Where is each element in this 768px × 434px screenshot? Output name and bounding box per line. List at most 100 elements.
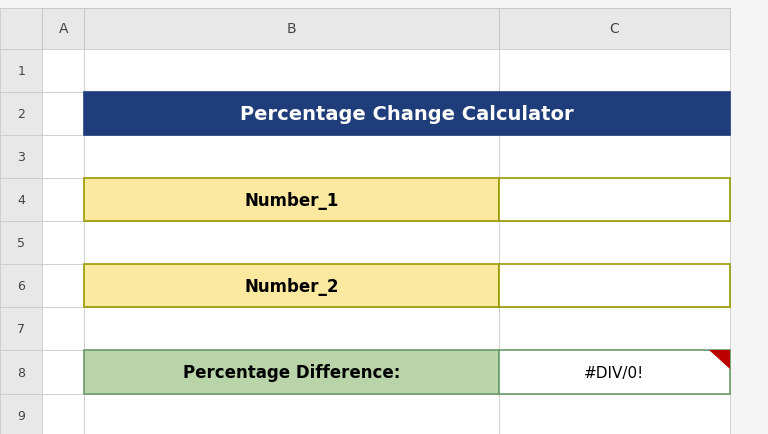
Bar (42, 265, 84, 308)
Bar (42, 308, 84, 351)
Bar (499, 93, 730, 136)
Bar (42, 9, 84, 50)
Bar (0, 394, 42, 434)
Bar (499, 394, 730, 434)
Bar (84, 50, 499, 93)
Bar (0, 265, 42, 308)
Bar (84, 308, 499, 351)
Bar (0, 9, 42, 50)
Bar (0, 50, 42, 93)
Bar (499, 394, 730, 434)
Bar (84, 93, 499, 136)
Bar (84, 394, 499, 434)
Bar (42, 93, 84, 136)
Bar (84, 179, 499, 222)
Bar (0, 308, 42, 351)
Bar (499, 50, 730, 93)
Bar (499, 9, 730, 50)
Bar (42, 93, 84, 136)
Bar (499, 136, 730, 179)
Bar (84, 93, 730, 136)
Bar (0, 179, 42, 222)
Bar (0, 351, 42, 394)
Bar (499, 265, 730, 308)
Bar (0, 136, 42, 179)
Bar (0, 222, 42, 265)
Bar (42, 351, 84, 394)
Bar (84, 265, 499, 308)
Bar (84, 9, 499, 50)
Bar (499, 351, 730, 394)
Bar (0, 93, 42, 136)
Text: 7: 7 (17, 323, 25, 335)
Bar (499, 179, 730, 222)
Text: 3: 3 (17, 151, 25, 164)
Bar (84, 136, 499, 179)
Text: 2: 2 (17, 108, 25, 121)
Bar (42, 351, 84, 394)
Bar (84, 9, 499, 50)
Bar (499, 308, 730, 351)
Bar (42, 222, 84, 265)
Bar (499, 136, 730, 179)
Bar (0, 93, 42, 136)
Bar (84, 265, 499, 308)
Bar (499, 351, 730, 394)
Bar (42, 136, 84, 179)
Bar (84, 351, 499, 394)
Text: Number_2: Number_2 (244, 277, 339, 295)
Bar (0, 308, 42, 351)
Text: B: B (287, 22, 296, 36)
Bar (499, 222, 730, 265)
Bar (499, 351, 730, 394)
Bar (84, 222, 499, 265)
Text: #DIV/0!: #DIV/0! (584, 365, 644, 380)
Text: Percentage Difference:: Percentage Difference: (183, 363, 401, 381)
Bar (84, 222, 499, 265)
Bar (84, 50, 499, 93)
Bar (499, 265, 730, 308)
Text: 4: 4 (17, 194, 25, 207)
Bar (0, 265, 42, 308)
Bar (499, 308, 730, 351)
Bar (0, 50, 42, 93)
Bar (0, 394, 42, 434)
Bar (0, 351, 42, 394)
Bar (42, 222, 84, 265)
Bar (84, 265, 499, 308)
Bar (499, 179, 730, 222)
Text: 5: 5 (17, 237, 25, 250)
Bar (499, 93, 730, 136)
Bar (42, 265, 84, 308)
Bar (42, 394, 84, 434)
Text: A: A (58, 22, 68, 36)
Polygon shape (709, 351, 730, 369)
Bar (42, 179, 84, 222)
Bar (84, 179, 499, 222)
Bar (84, 394, 499, 434)
Text: 6: 6 (17, 280, 25, 293)
Text: Percentage Change Calculator: Percentage Change Calculator (240, 105, 574, 124)
Text: 9: 9 (17, 409, 25, 421)
Bar (84, 308, 499, 351)
Bar (499, 50, 730, 93)
Bar (42, 50, 84, 93)
Bar (499, 179, 730, 222)
Text: Number_1: Number_1 (245, 191, 339, 209)
Bar (84, 136, 499, 179)
Bar (499, 222, 730, 265)
Bar (42, 136, 84, 179)
Bar (42, 50, 84, 93)
Bar (499, 265, 730, 308)
Bar (42, 179, 84, 222)
Bar (42, 394, 84, 434)
Bar (84, 351, 499, 394)
Bar (499, 9, 730, 50)
Text: 1: 1 (17, 65, 25, 78)
Bar (0, 222, 42, 265)
Text: C: C (610, 22, 619, 36)
Text: 8: 8 (17, 366, 25, 378)
Bar (42, 9, 84, 50)
Bar (42, 308, 84, 351)
Bar (84, 179, 499, 222)
